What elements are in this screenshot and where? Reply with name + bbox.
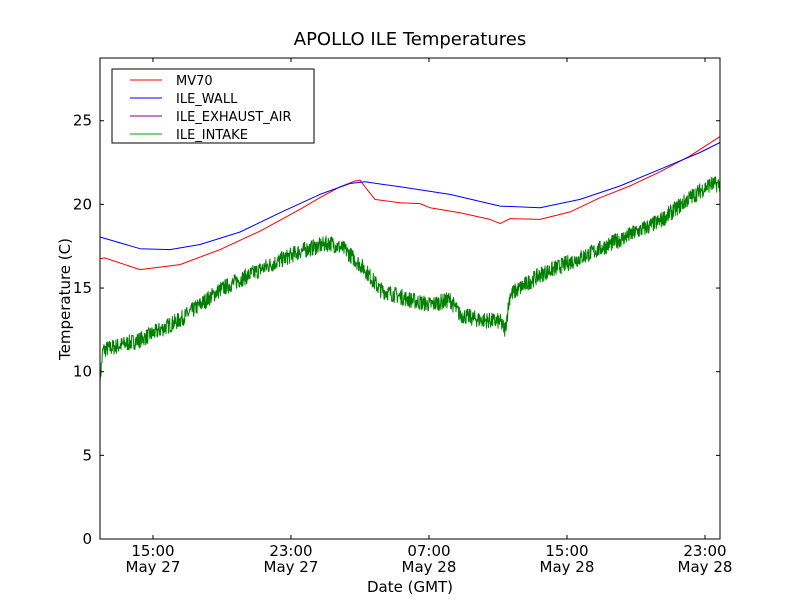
y-axis-label: Temperature (C) xyxy=(56,238,74,361)
x-tick-time-label: 15:00 xyxy=(131,542,174,560)
x-tick-date-label: May 28 xyxy=(402,558,457,576)
y-tick-label: 5 xyxy=(82,446,92,464)
x-tick-date-label: May 28 xyxy=(678,558,733,576)
x-tick-date-label: May 27 xyxy=(126,558,181,576)
y-tick-label: 10 xyxy=(73,363,92,381)
x-tick-time-label: 23:00 xyxy=(269,542,312,560)
x-tick-time-label: 23:00 xyxy=(683,542,726,560)
y-tick-label: 20 xyxy=(73,195,92,213)
plot-frame xyxy=(99,57,721,540)
plot-area xyxy=(99,136,721,389)
legend-label: ILE_EXHAUST_AIR xyxy=(176,110,292,125)
series-line-ile-intake xyxy=(99,176,721,389)
x-tick-date-label: May 27 xyxy=(264,558,319,576)
legend-label: MV70 xyxy=(176,74,213,89)
series-line-mv70 xyxy=(99,136,721,271)
y-tick-label: 0 xyxy=(82,530,92,548)
x-axis-label: Date (GMT) xyxy=(367,578,453,596)
x-tick-time-label: 15:00 xyxy=(545,542,588,560)
legend: MV70 ILE_WALL ILE_EXHAUST_AIR ILE_INTAKE xyxy=(111,68,315,144)
chart-title: APOLLO ILE Temperatures xyxy=(294,29,526,50)
legend-box xyxy=(111,68,315,144)
legend-label: ILE_INTAKE xyxy=(176,128,248,143)
series-line-ile-wall xyxy=(99,142,721,251)
legend-label: ILE_WALL xyxy=(176,92,238,107)
x-tick-date-label: May 28 xyxy=(540,558,595,576)
x-tick-time-label: 07:00 xyxy=(407,542,450,560)
y-tick-label: 15 xyxy=(73,279,92,297)
y-tick-label: 25 xyxy=(73,112,92,130)
